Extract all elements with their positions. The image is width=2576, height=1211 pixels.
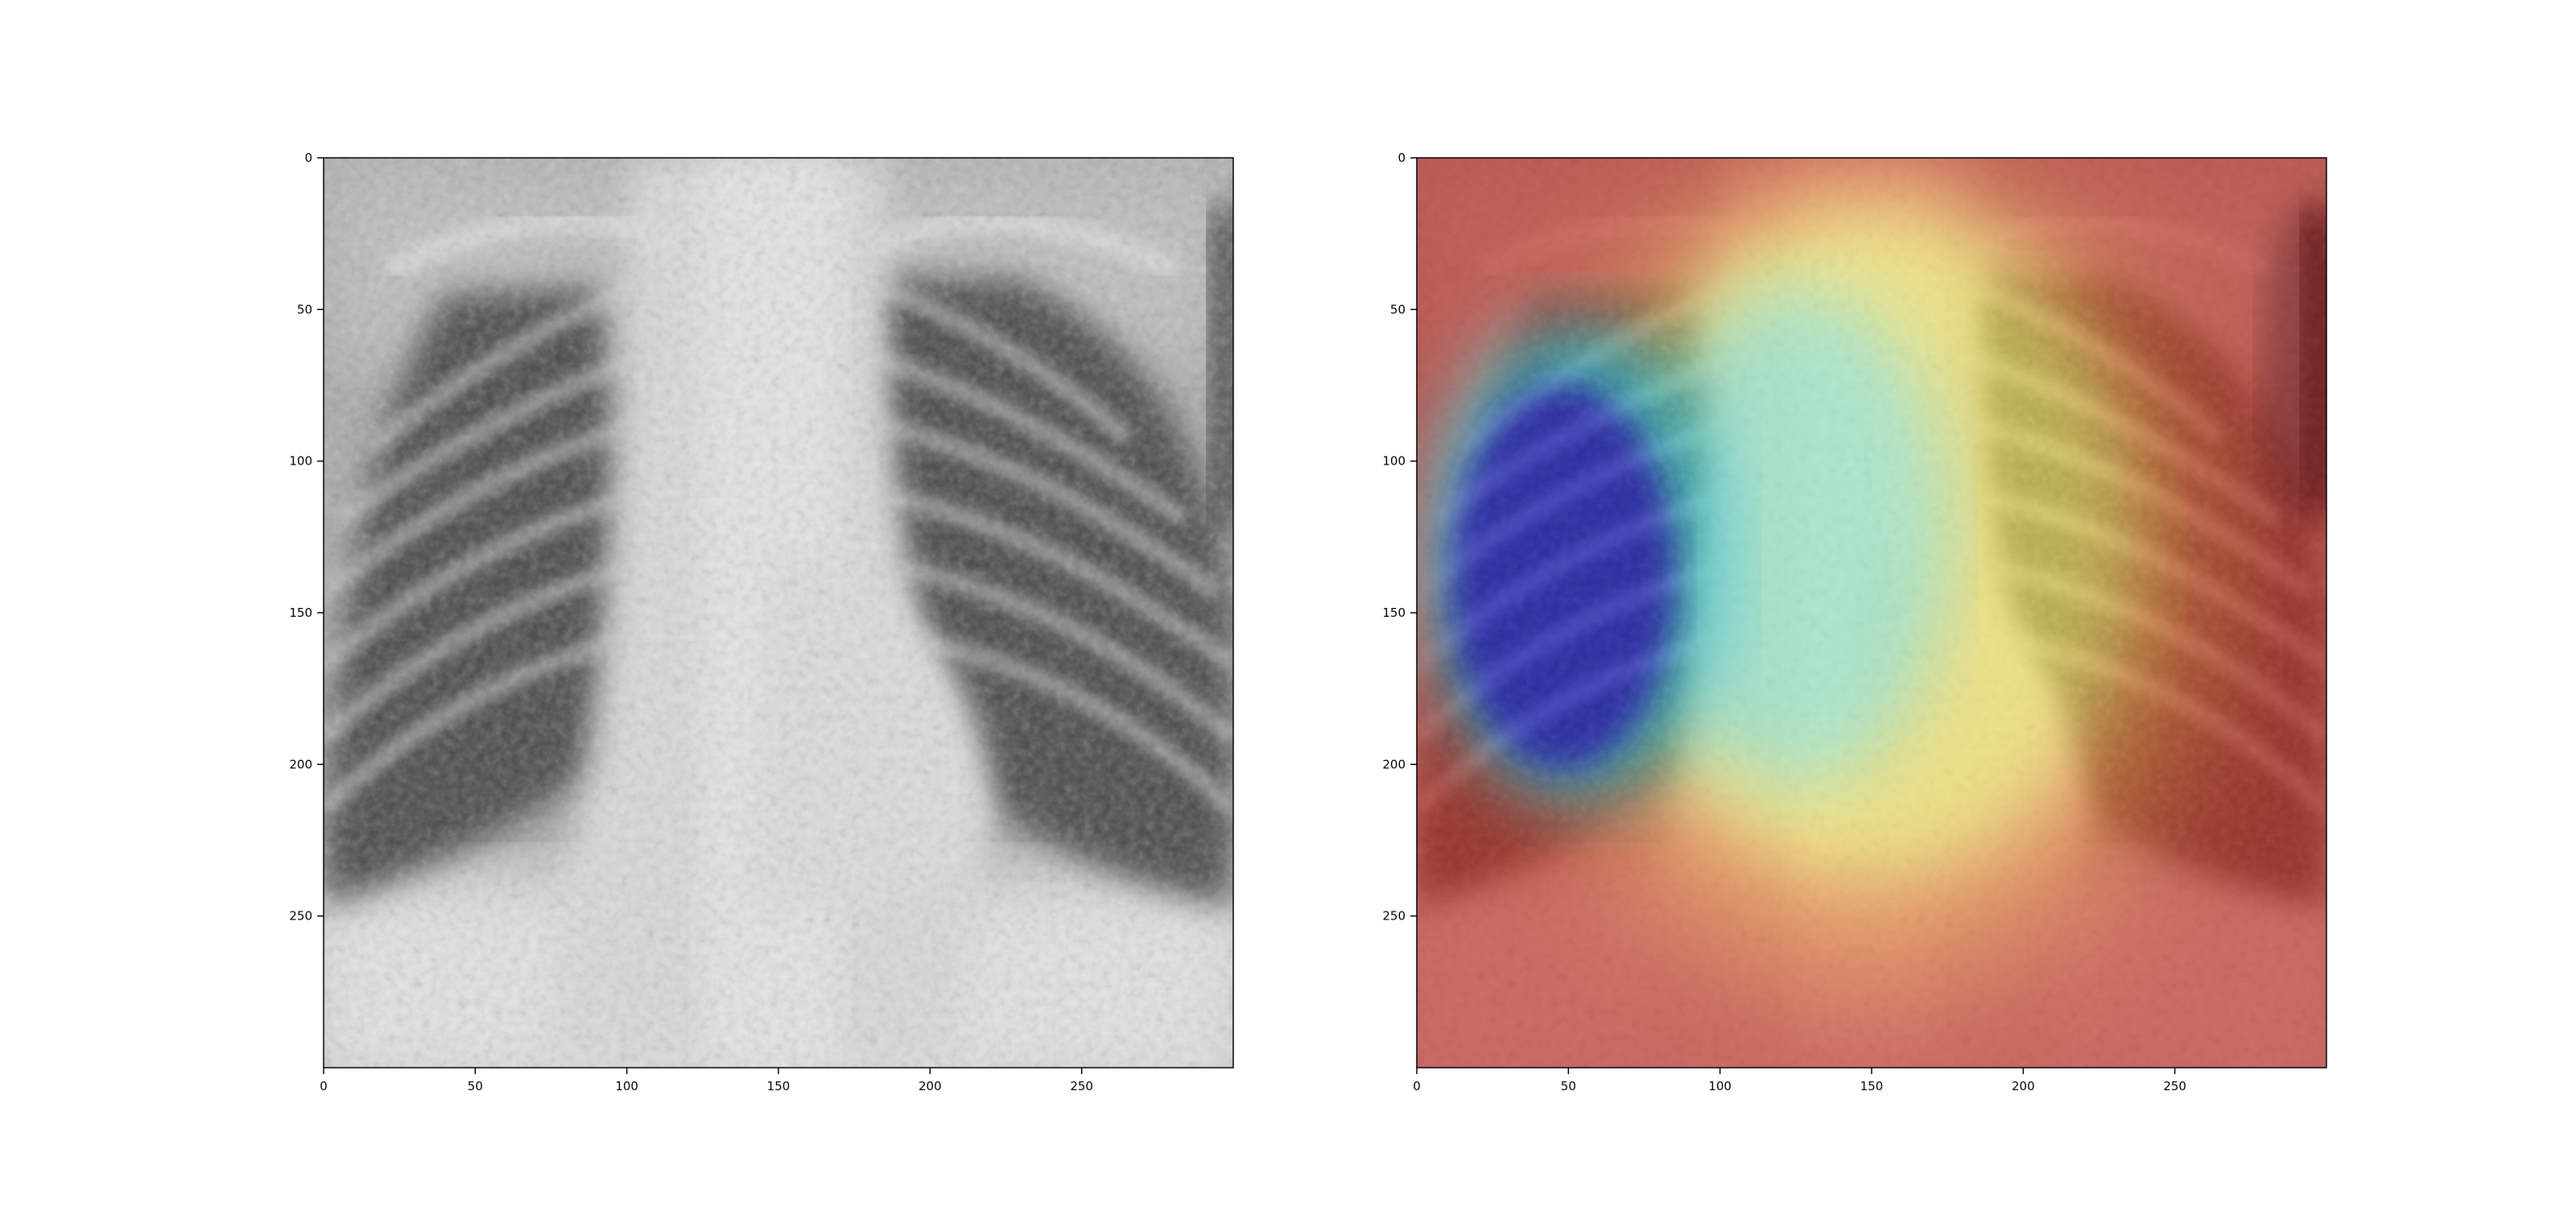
heatmap-x-tick-label: 100 [1708,1079,1732,1093]
xray-x-tick-label: 150 [767,1079,791,1093]
heatmap-y-tick-label: 100 [1382,454,1406,469]
xray-y-tick-label: 50 [297,302,312,316]
heatmap-y-axis: 0 50 100 150 200 250 [1382,151,1417,924]
heatmap-x-axis: 0 50 100 150 200 250 [1413,1068,2186,1093]
heatmap-y-tick-label: 200 [1382,757,1406,771]
xray-panel: 0 50 100 150 200 250 0 50 100 150 200 250 [289,151,1265,1108]
xray-y-tick-label: 200 [289,757,312,771]
xray-x-tick-label: 50 [468,1079,483,1093]
heatmap-y-tick-label: 250 [1382,909,1406,924]
heatmap-x-tick-label: 150 [1860,1079,1884,1093]
heatmap-overlay [1417,158,2326,1068]
xray-y-tick-label: 0 [304,151,312,165]
xray-y-tick-label: 100 [289,454,312,469]
heatmap-x-tick-label: 200 [2012,1079,2035,1093]
xray-x-tick-label: 250 [1070,1079,1093,1093]
xray-image [291,158,1265,1108]
heatmap-x-tick-label: 0 [1413,1079,1421,1093]
heatmap-panel: 0 50 100 150 200 250 0 50 100 150 200 250 [1382,151,2327,1093]
xray-y-axis: 0 50 100 150 200 250 [289,151,324,924]
xray-x-tick-label: 100 [615,1079,638,1093]
xray-y-tick-label: 250 [289,909,312,924]
heatmap-y-tick-label: 50 [1390,302,1406,316]
heatmap-y-tick-label: 150 [1382,606,1406,620]
heatmap-x-tick-label: 50 [1561,1079,1576,1093]
heatmap-y-tick-label: 0 [1397,151,1406,165]
xray-x-axis: 0 50 100 150 200 250 [320,1068,1093,1093]
heatmap-image [1417,158,2326,1068]
xray-x-tick-label: 0 [320,1079,328,1093]
heatmap-x-tick-label: 250 [2163,1079,2186,1093]
xray-x-tick-label: 200 [919,1079,942,1093]
xray-y-tick-label: 150 [289,606,312,620]
